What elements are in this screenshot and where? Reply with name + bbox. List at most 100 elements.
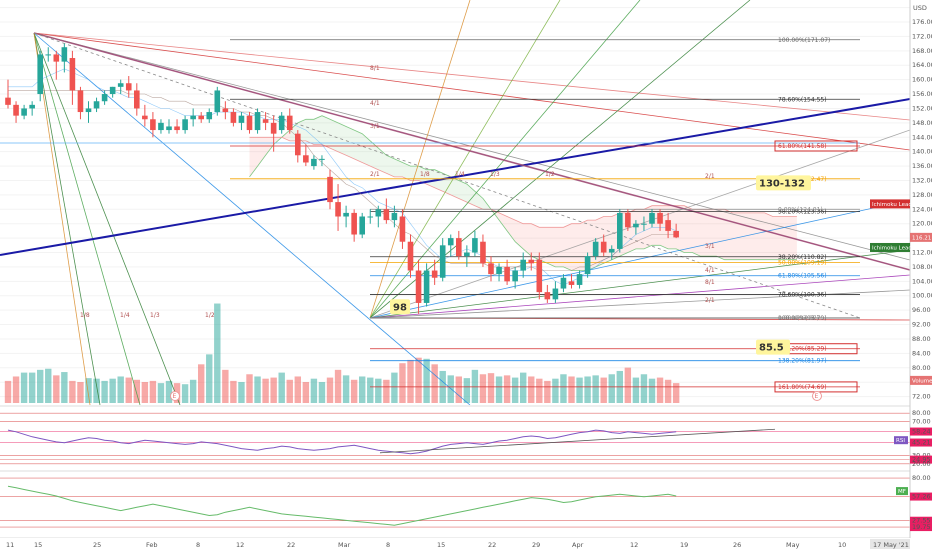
volume-bar xyxy=(383,379,390,403)
volume-bar xyxy=(53,375,60,403)
annotation-box xyxy=(390,299,410,315)
date-badge-label: 17 May '21 xyxy=(873,541,909,549)
volume-bar xyxy=(318,382,326,403)
time-tick-label: 8 xyxy=(196,541,200,549)
ichimoku-cloud-segment xyxy=(684,205,693,253)
rsi-tick-label: 24.95 xyxy=(912,456,931,464)
annotation-box xyxy=(756,339,790,355)
candle-body xyxy=(117,83,124,87)
axis-tag xyxy=(910,375,932,385)
ichimoku-cloud-segment xyxy=(362,133,371,167)
candle-body xyxy=(77,90,84,113)
volume-bar xyxy=(246,374,253,403)
time-tick-label: 15 xyxy=(34,541,42,549)
candle-body xyxy=(286,115,293,131)
candle-body xyxy=(512,270,518,282)
ichimoku-cloud-segment xyxy=(507,216,516,242)
ichimoku-cloud-segment xyxy=(418,166,427,185)
candle-body xyxy=(359,216,365,235)
volume-bar xyxy=(471,369,479,403)
fib-level-label: 50.00%(109.19) xyxy=(778,260,827,267)
candle-body xyxy=(415,270,422,303)
rsi-tick-label: 30.00 xyxy=(912,451,931,459)
volume-bar xyxy=(487,373,495,403)
gann-label: 1/8 xyxy=(420,171,430,178)
fib-level-label: 38.20%(110.82) xyxy=(778,254,827,261)
volume-bar xyxy=(544,380,551,403)
price-tick-label: 124.00 xyxy=(912,205,932,213)
volume-bar xyxy=(640,374,648,403)
volume-bar xyxy=(133,379,140,403)
fib-label-box xyxy=(774,140,858,152)
price-tick-label: 80.00 xyxy=(912,364,931,372)
ichimoku-cloud-segment xyxy=(378,148,387,174)
time-tick-label: 29 xyxy=(532,541,540,549)
gann-fan-line xyxy=(369,0,641,319)
time-tick-label: 25 xyxy=(93,541,101,549)
rsi-tick-label: 80.00 xyxy=(912,409,931,417)
rsi-tag xyxy=(910,438,932,447)
candle-body xyxy=(214,90,221,113)
fib-level-label: 0.00%(93.87) xyxy=(778,315,819,322)
candle-body xyxy=(85,108,92,113)
axis-tag xyxy=(870,199,910,209)
volume-bar xyxy=(415,357,422,403)
volume-bar xyxy=(399,363,406,403)
mf-name-tag xyxy=(896,487,908,496)
price-tick-label: 156.00 xyxy=(912,90,932,98)
mf-tag xyxy=(910,516,932,525)
volume-bar xyxy=(93,378,100,403)
candle-body xyxy=(230,112,237,123)
time-tick-label: 10 xyxy=(838,541,846,549)
rsi-line xyxy=(7,429,677,455)
mf-tick-label: 80.00 xyxy=(912,474,931,482)
candle-body xyxy=(262,119,269,123)
volume-bar xyxy=(672,383,680,403)
gann-fan-line xyxy=(369,0,471,319)
time-tick-label: Mar xyxy=(338,541,351,549)
price-tick-label: 96.00 xyxy=(912,306,931,314)
time-tick-label: 26 xyxy=(733,541,741,549)
date-badge xyxy=(870,539,910,549)
time-tick-label: 12 xyxy=(236,541,244,549)
price-tick-label: 144.00 xyxy=(912,133,932,141)
currency-label: USD xyxy=(913,4,927,12)
annotation-label: 130-132 xyxy=(759,178,805,189)
candle-body xyxy=(375,209,382,217)
ichimoku-cloud-segment xyxy=(450,176,459,199)
gann-label: 2/1 xyxy=(705,173,715,180)
volume-bar xyxy=(648,378,656,403)
fib-level-label: 78.60%(100.36) xyxy=(778,291,827,298)
candle-body xyxy=(295,133,301,156)
volume-bar xyxy=(206,354,213,403)
volume-bar xyxy=(20,372,28,403)
price-tick-label: 120.00 xyxy=(912,220,932,228)
candle-body xyxy=(464,252,470,257)
volume-bar xyxy=(294,376,301,403)
price-pane[interactable]: 100.00%(171.07) 78.60%(154.55) 61.80%(141.… xyxy=(0,0,910,405)
earnings-marker-label: E xyxy=(173,393,177,400)
volume-bar xyxy=(552,378,559,403)
volume-bar xyxy=(165,380,173,403)
candle-body xyxy=(125,83,132,91)
candle-body xyxy=(182,119,188,131)
mf-pane[interactable] xyxy=(0,477,910,528)
fib-level-label: 138.20%(81.97) xyxy=(778,358,827,365)
price-tick-label: 100.00 xyxy=(912,292,932,300)
candle-body xyxy=(278,115,285,131)
mf-tick-label: 27.55 xyxy=(912,517,931,525)
candle-body xyxy=(496,266,502,275)
gann-label: 8/1 xyxy=(705,279,715,286)
candle-body xyxy=(633,223,639,228)
rsi-pane[interactable] xyxy=(0,412,910,465)
gann-label: 4/1 xyxy=(705,267,715,274)
volume-bar xyxy=(592,375,599,403)
candle-body xyxy=(584,256,591,275)
gann-fan-line xyxy=(33,32,181,405)
volume-bar xyxy=(664,379,672,403)
earnings-marker-icon xyxy=(812,391,822,401)
candle-body xyxy=(576,274,583,285)
volume-bar xyxy=(455,376,462,403)
fib-level-label: 61.80%(141.58) xyxy=(778,143,827,150)
